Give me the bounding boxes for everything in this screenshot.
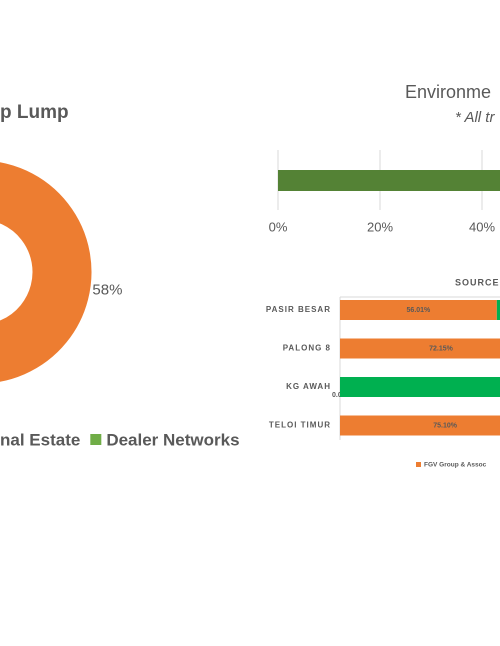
category-label: TELOI TIMUR [269,421,331,430]
legend-label: FGV Group & Assoc [424,462,487,469]
value-label: 75.10% [433,422,458,429]
value-label: 72.15% [429,345,454,352]
bar-title: Environme [405,82,491,102]
category-label: PALONG 8 [283,344,331,353]
bar-segment [340,377,500,397]
legend-label: Dealer Networks [106,430,239,449]
legend-swatch [416,462,421,467]
value-label: 56.01% [407,307,432,314]
bar-segment [496,300,500,320]
category-label: PASIR BESAR [266,305,331,314]
x-tick-label: 0% [269,219,288,234]
x-tick-label: 20% [367,219,393,234]
legend-swatch [90,434,102,445]
category-label: KG AWAH [286,382,331,391]
donut-title: p Lump [0,102,69,123]
slice-label: 58% [92,281,122,298]
x-tick-label: 40% [469,219,495,234]
bar-segment [340,415,500,436]
stack-title: SOURCE [455,277,500,287]
bar-subtitle: * All tr [455,109,495,126]
legend-label: nal Estate [0,430,80,449]
bar-segment [340,300,497,320]
bar [278,170,500,191]
donut-slice [0,161,93,383]
bar-segment [340,338,500,359]
